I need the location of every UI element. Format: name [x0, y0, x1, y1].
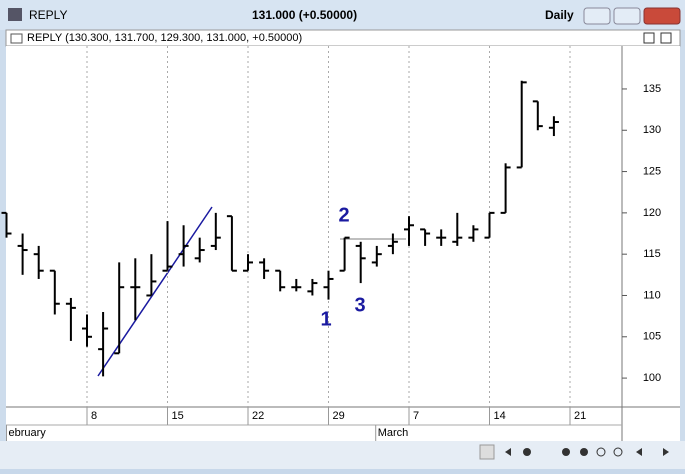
- annotation: 1: [320, 308, 331, 330]
- minimize-button[interactable]: [583, 7, 611, 25]
- y-tick-label: 100: [643, 372, 661, 384]
- toolbar-icons: [505, 447, 669, 457]
- annotation: 2: [338, 204, 349, 226]
- y-tick-label: 105: [643, 331, 661, 343]
- scroll-left[interactable]: [636, 448, 642, 456]
- y-tick-label: 120: [643, 207, 661, 219]
- plot-background: [6, 46, 680, 441]
- app-icon: [8, 8, 22, 21]
- close-chart-button[interactable]: [660, 32, 672, 44]
- restore-button[interactable]: [643, 32, 655, 44]
- month-label: March: [378, 427, 409, 439]
- scroll-left[interactable]: [505, 448, 511, 456]
- close-button[interactable]: [643, 7, 681, 25]
- zoom-out[interactable]: [596, 447, 606, 457]
- x-tick-label: 14: [494, 410, 506, 422]
- tool-icon[interactable]: [523, 448, 531, 456]
- period: Daily: [545, 8, 574, 22]
- tool-icon[interactable]: [562, 448, 570, 456]
- y-tick-label: 130: [643, 124, 661, 136]
- trend-line: [97, 206, 213, 377]
- annotation: 3: [354, 294, 365, 316]
- y-tick-label: 110: [643, 289, 661, 301]
- tool-icon[interactable]: [580, 448, 588, 456]
- toolbar: [0, 441, 685, 469]
- x-tick-label: 15: [172, 410, 184, 422]
- x-tick-label: 22: [252, 410, 264, 422]
- scroll-right[interactable]: [663, 448, 669, 456]
- y-tick-label: 135: [643, 83, 661, 95]
- chart-subtitle: REPLY (130.300, 131.700, 129.300, 131.00…: [27, 32, 302, 44]
- x-tick-label: 8: [91, 410, 97, 422]
- maximize-button[interactable]: [613, 7, 641, 25]
- scroll-thumb[interactable]: [479, 444, 495, 460]
- x-tick-label: 7: [413, 410, 419, 422]
- month-label: ebruary: [9, 427, 47, 439]
- zoom-in[interactable]: [613, 447, 623, 457]
- x-tick-label: 21: [574, 410, 586, 422]
- window-title: REPLY: [29, 8, 67, 22]
- x-tick-label: 29: [333, 410, 345, 422]
- chart-icon: [10, 33, 23, 44]
- y-tick-label: 125: [643, 165, 661, 177]
- y-tick-label: 115: [643, 248, 661, 260]
- quote: 131.000 (+0.50000): [252, 8, 357, 22]
- title-bar: [0, 0, 685, 30]
